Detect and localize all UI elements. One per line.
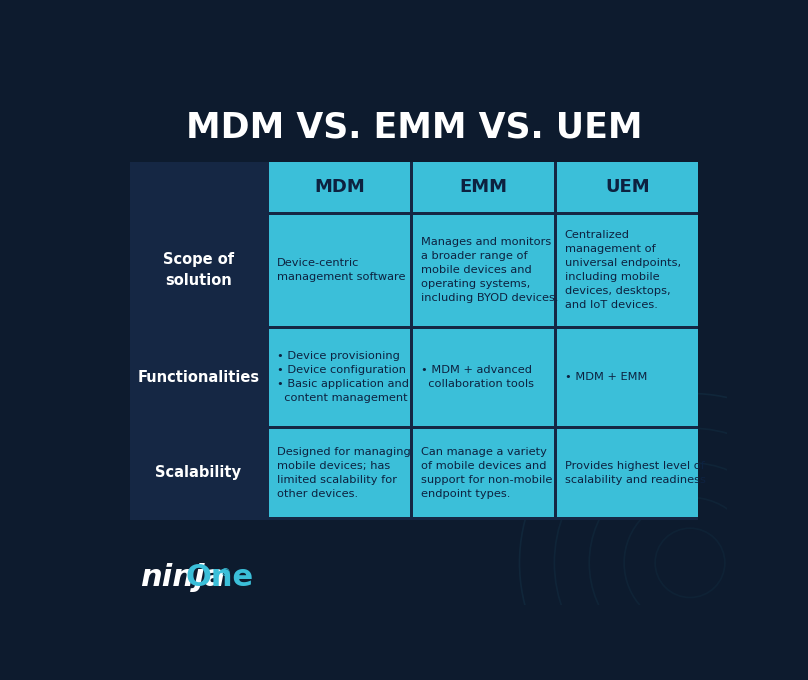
Text: Device-centric
management software: Device-centric management software (277, 258, 406, 282)
FancyBboxPatch shape (413, 163, 553, 211)
FancyBboxPatch shape (557, 215, 698, 326)
Text: • MDM + EMM: • MDM + EMM (565, 372, 647, 382)
FancyBboxPatch shape (269, 215, 410, 326)
Text: Can manage a variety
of mobile devices and
support for non-mobile
endpoint types: Can manage a variety of mobile devices a… (421, 447, 552, 498)
FancyBboxPatch shape (557, 328, 698, 426)
FancyBboxPatch shape (557, 163, 698, 211)
Text: Designed for managing
mobile devices; has
limited scalability for
other devices.: Designed for managing mobile devices; ha… (277, 447, 410, 498)
Text: Manages and monitors
a broader range of
mobile devices and
operating systems,
in: Manages and monitors a broader range of … (421, 237, 558, 303)
Text: ninja: ninja (140, 563, 225, 592)
Text: • MDM + advanced
  collaboration tools: • MDM + advanced collaboration tools (421, 365, 534, 389)
Text: One: One (186, 563, 254, 592)
FancyBboxPatch shape (557, 429, 698, 517)
Text: MDM VS. EMM VS. UEM: MDM VS. EMM VS. UEM (186, 111, 642, 145)
Text: Centralized
management of
universal endpoints,
including mobile
devices, desktop: Centralized management of universal endp… (565, 231, 681, 310)
Text: Functionalities: Functionalities (137, 370, 259, 385)
FancyBboxPatch shape (130, 163, 698, 520)
Text: MDM: MDM (314, 178, 365, 196)
FancyBboxPatch shape (413, 429, 553, 517)
Text: Scope of
solution: Scope of solution (162, 252, 234, 288)
FancyBboxPatch shape (413, 215, 553, 326)
Text: • Device provisioning
• Device configuration
• Basic application and
  content m: • Device provisioning • Device configura… (277, 352, 409, 403)
Text: ®: ® (220, 568, 230, 578)
FancyBboxPatch shape (269, 429, 410, 517)
FancyBboxPatch shape (269, 163, 410, 211)
FancyBboxPatch shape (413, 328, 553, 426)
Text: Provides highest level of
scalability and readiness: Provides highest level of scalability an… (565, 461, 705, 485)
FancyBboxPatch shape (269, 328, 410, 426)
Text: EMM: EMM (460, 178, 507, 196)
Text: Scalability: Scalability (155, 465, 242, 480)
Text: UEM: UEM (605, 178, 650, 196)
